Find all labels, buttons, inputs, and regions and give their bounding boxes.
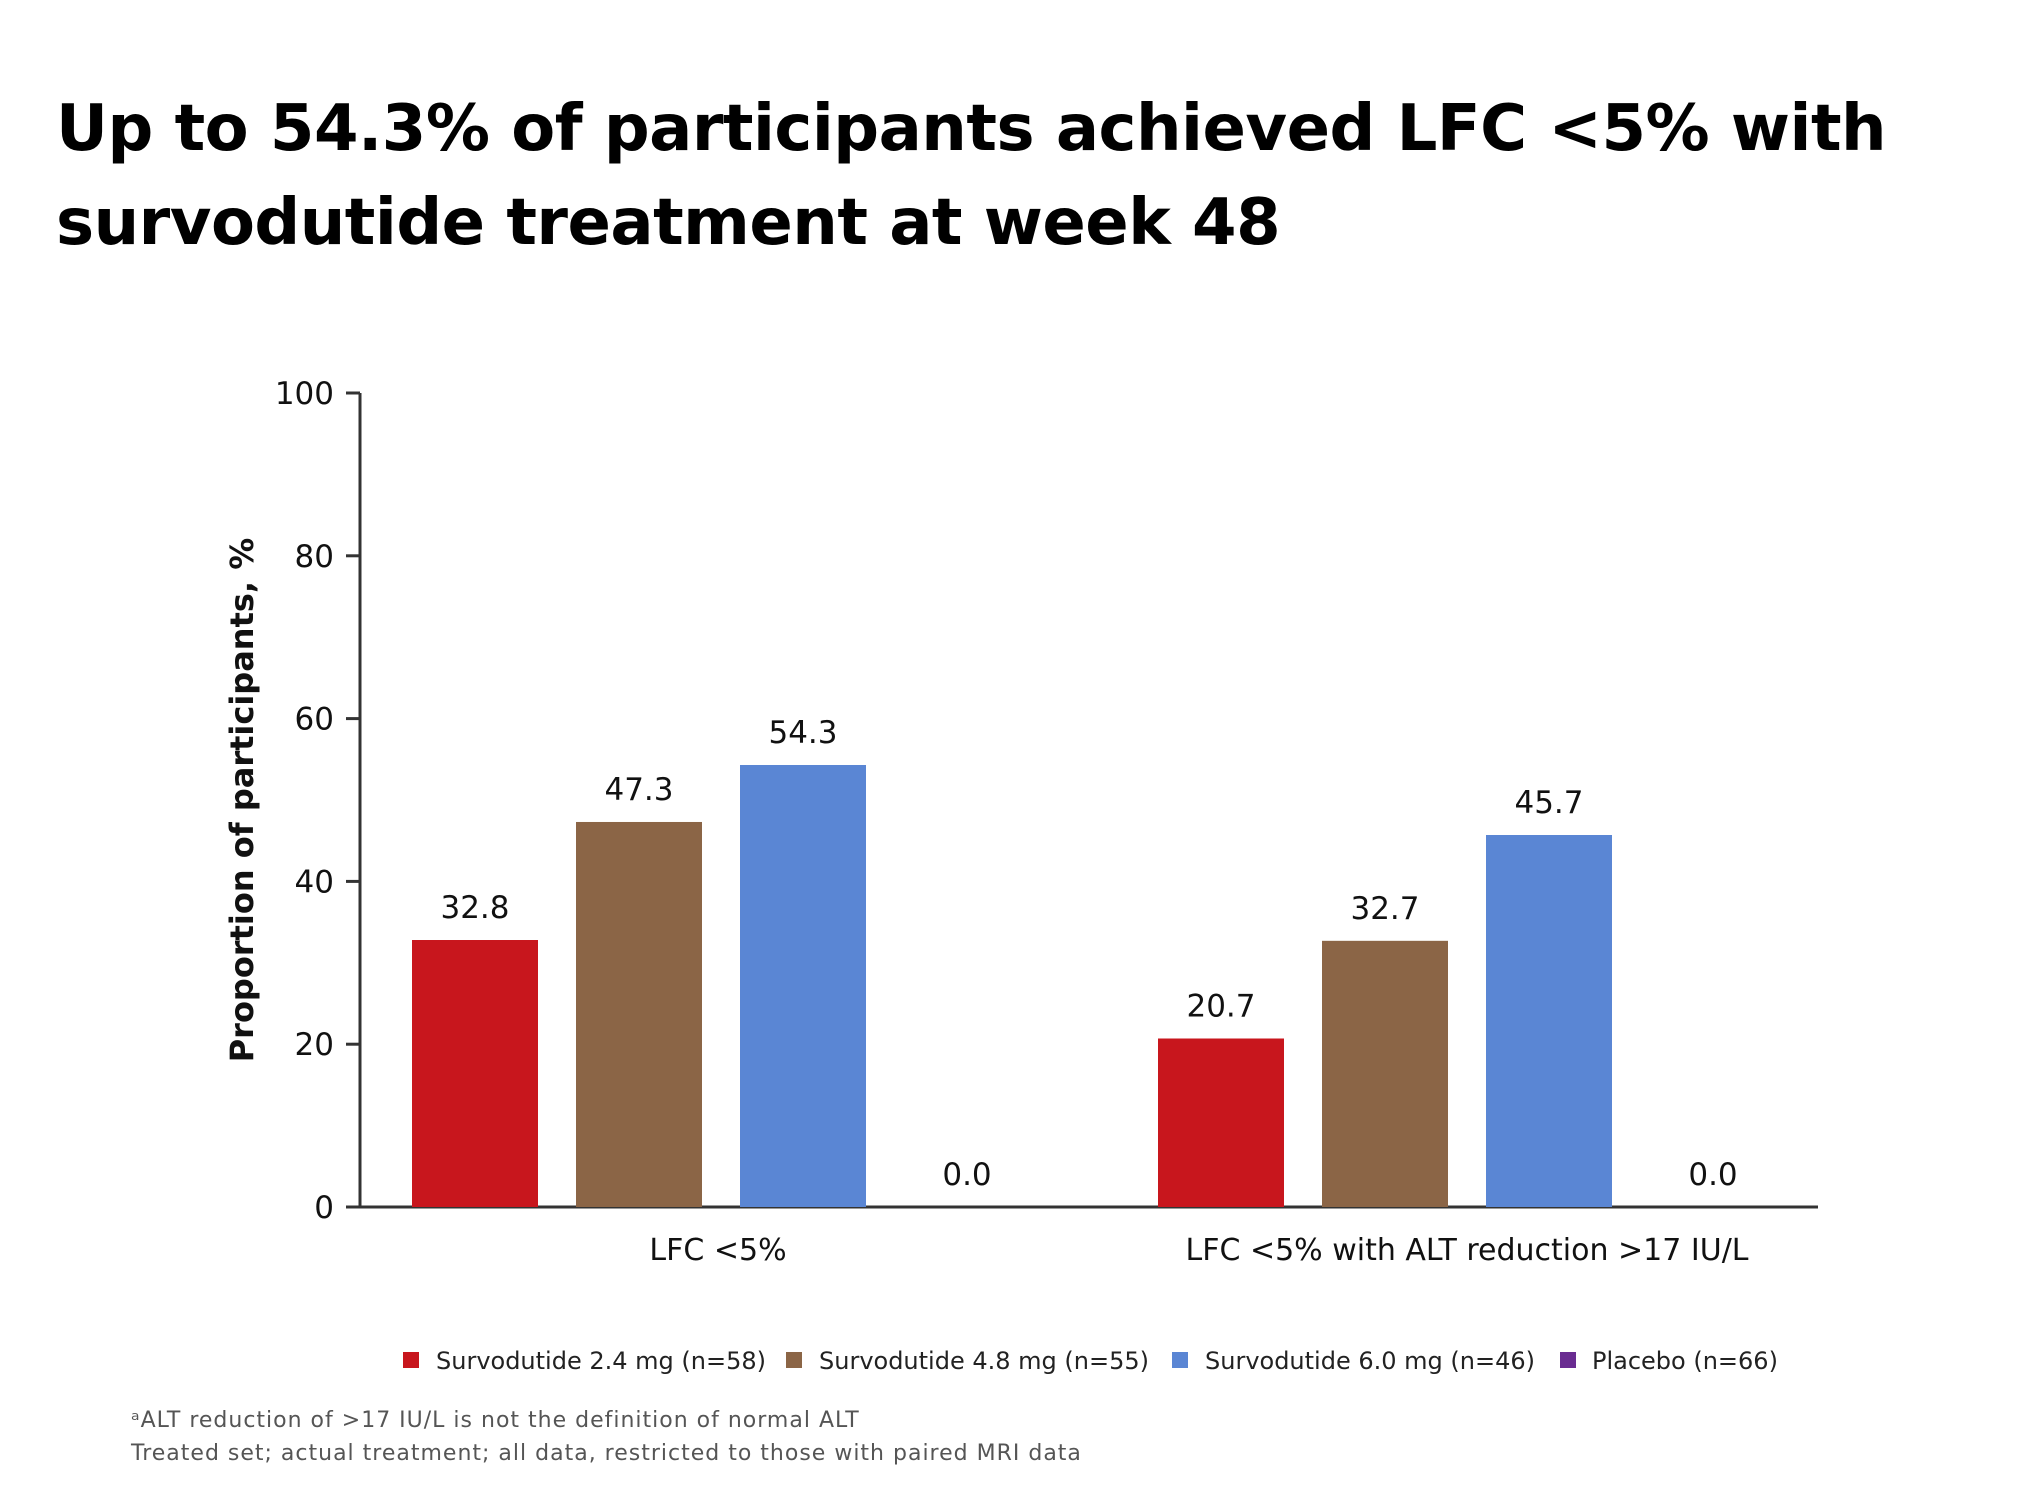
legend-swatch-4 bbox=[1560, 1352, 1576, 1368]
data-label-series1-cat2: 20.7 bbox=[1186, 989, 1255, 1025]
bar-series1-cat2 bbox=[1158, 1038, 1284, 1207]
bar-series2-cat2 bbox=[1322, 940, 1448, 1207]
y-tick-label-0: 0 bbox=[314, 1190, 334, 1226]
category-label-2: LFC <5% with ALT reduction >17 IU/L bbox=[1185, 1233, 1748, 1268]
data-label-series4-cat2: 0.0 bbox=[1688, 1157, 1737, 1193]
bar-series2-cat1 bbox=[576, 821, 702, 1207]
y-tick-label-20: 20 bbox=[295, 1027, 334, 1063]
legend-label-1: Survodutide 2.4 mg (n=58) bbox=[436, 1347, 766, 1375]
bar-series3-cat1 bbox=[740, 764, 866, 1207]
y-tick-label-40: 40 bbox=[295, 864, 334, 900]
footnote-alt-definition: ᵃALT reduction of >17 IU/L is not the de… bbox=[131, 1408, 860, 1433]
bar-series3-cat2 bbox=[1486, 835, 1612, 1207]
footnotes: ᵃALT reduction of >17 IU/L is not the de… bbox=[131, 1404, 1082, 1470]
data-label-series4-cat1: 0.0 bbox=[942, 1157, 991, 1193]
bar-series1-cat1 bbox=[412, 940, 538, 1207]
legend-swatch-1 bbox=[403, 1352, 419, 1368]
category-label-1: LFC <5% bbox=[649, 1233, 786, 1268]
y-tick-label-80: 80 bbox=[295, 539, 334, 575]
data-label-series3-cat1: 54.3 bbox=[768, 715, 837, 751]
data-label-series2-cat1: 47.3 bbox=[604, 772, 673, 808]
legend-label-3: Survodutide 6.0 mg (n=46) bbox=[1205, 1347, 1535, 1375]
legend-label-4: Placebo (n=66) bbox=[1592, 1347, 1778, 1375]
y-tick-label-60: 60 bbox=[295, 702, 334, 738]
footnote-treated-set: Treated set; actual treatment; all data,… bbox=[131, 1441, 1082, 1466]
data-label-series1-cat1: 32.8 bbox=[440, 890, 509, 926]
y-tick-label-100: 100 bbox=[275, 376, 334, 412]
legend-label-2: Survodutide 4.8 mg (n=55) bbox=[819, 1347, 1149, 1375]
data-label-series2-cat2: 32.7 bbox=[1350, 891, 1419, 927]
y-axis-title: Proportion of participants, % bbox=[223, 538, 261, 1063]
legend-swatch-3 bbox=[1172, 1352, 1188, 1368]
legend-swatch-2 bbox=[786, 1352, 802, 1368]
page-title: Up to 54.3% of participants achieved LFC… bbox=[56, 92, 1887, 260]
data-label-series3-cat2: 45.7 bbox=[1514, 785, 1583, 821]
